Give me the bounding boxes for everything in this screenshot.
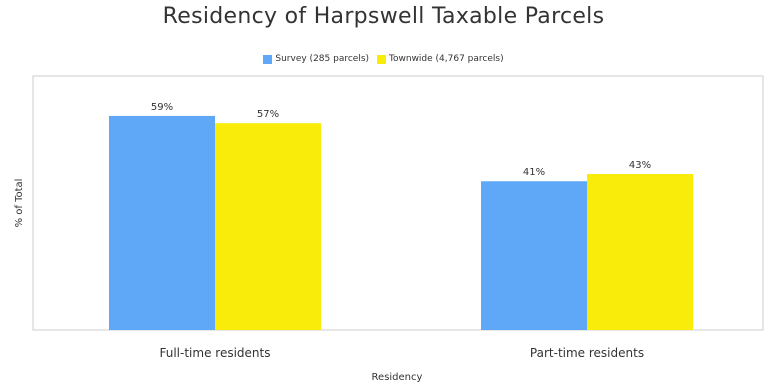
- data-label-townwide-part-time: 43%: [629, 160, 651, 171]
- y-axis-label: % of Total: [14, 179, 25, 228]
- bar-townwide-part-time: [587, 173, 693, 330]
- bars-group: [109, 115, 693, 331]
- legend-swatch-townwide: [377, 54, 387, 64]
- x-tick-label-full-time: Full-time residents: [160, 346, 271, 360]
- bar-survey-part-time: [481, 181, 587, 330]
- legend-item-survey: Survey (285 parcels): [263, 54, 369, 64]
- x-tick-label-part-time: Part-time residents: [530, 346, 644, 360]
- legend-swatch-survey: [263, 54, 273, 64]
- bar-survey-full-time: [109, 115, 215, 331]
- data-label-survey-full-time: 59%: [151, 102, 173, 113]
- legend-label-townwide: Townwide (4,767 parcels): [389, 54, 504, 64]
- chart-title: Residency of Harpswell Taxable Parcels: [162, 4, 605, 29]
- data-label-survey-part-time: 41%: [523, 167, 545, 178]
- legend: Survey (285 parcels) Townwide (4,767 par…: [0, 54, 767, 64]
- legend-label-survey: Survey (285 parcels): [275, 54, 370, 64]
- data-label-townwide-full-time: 57%: [257, 109, 279, 120]
- labels-group: 59% 57% Full-time residents 41% 43% Part-time…: [151, 102, 651, 360]
- legend-item-townwide: Townwide (4,767 parcels): [377, 54, 504, 64]
- plot-frame: [32, 75, 764, 331]
- bar-townwide-full-time: [215, 123, 321, 331]
- x-axis-label: Residency: [372, 372, 423, 383]
